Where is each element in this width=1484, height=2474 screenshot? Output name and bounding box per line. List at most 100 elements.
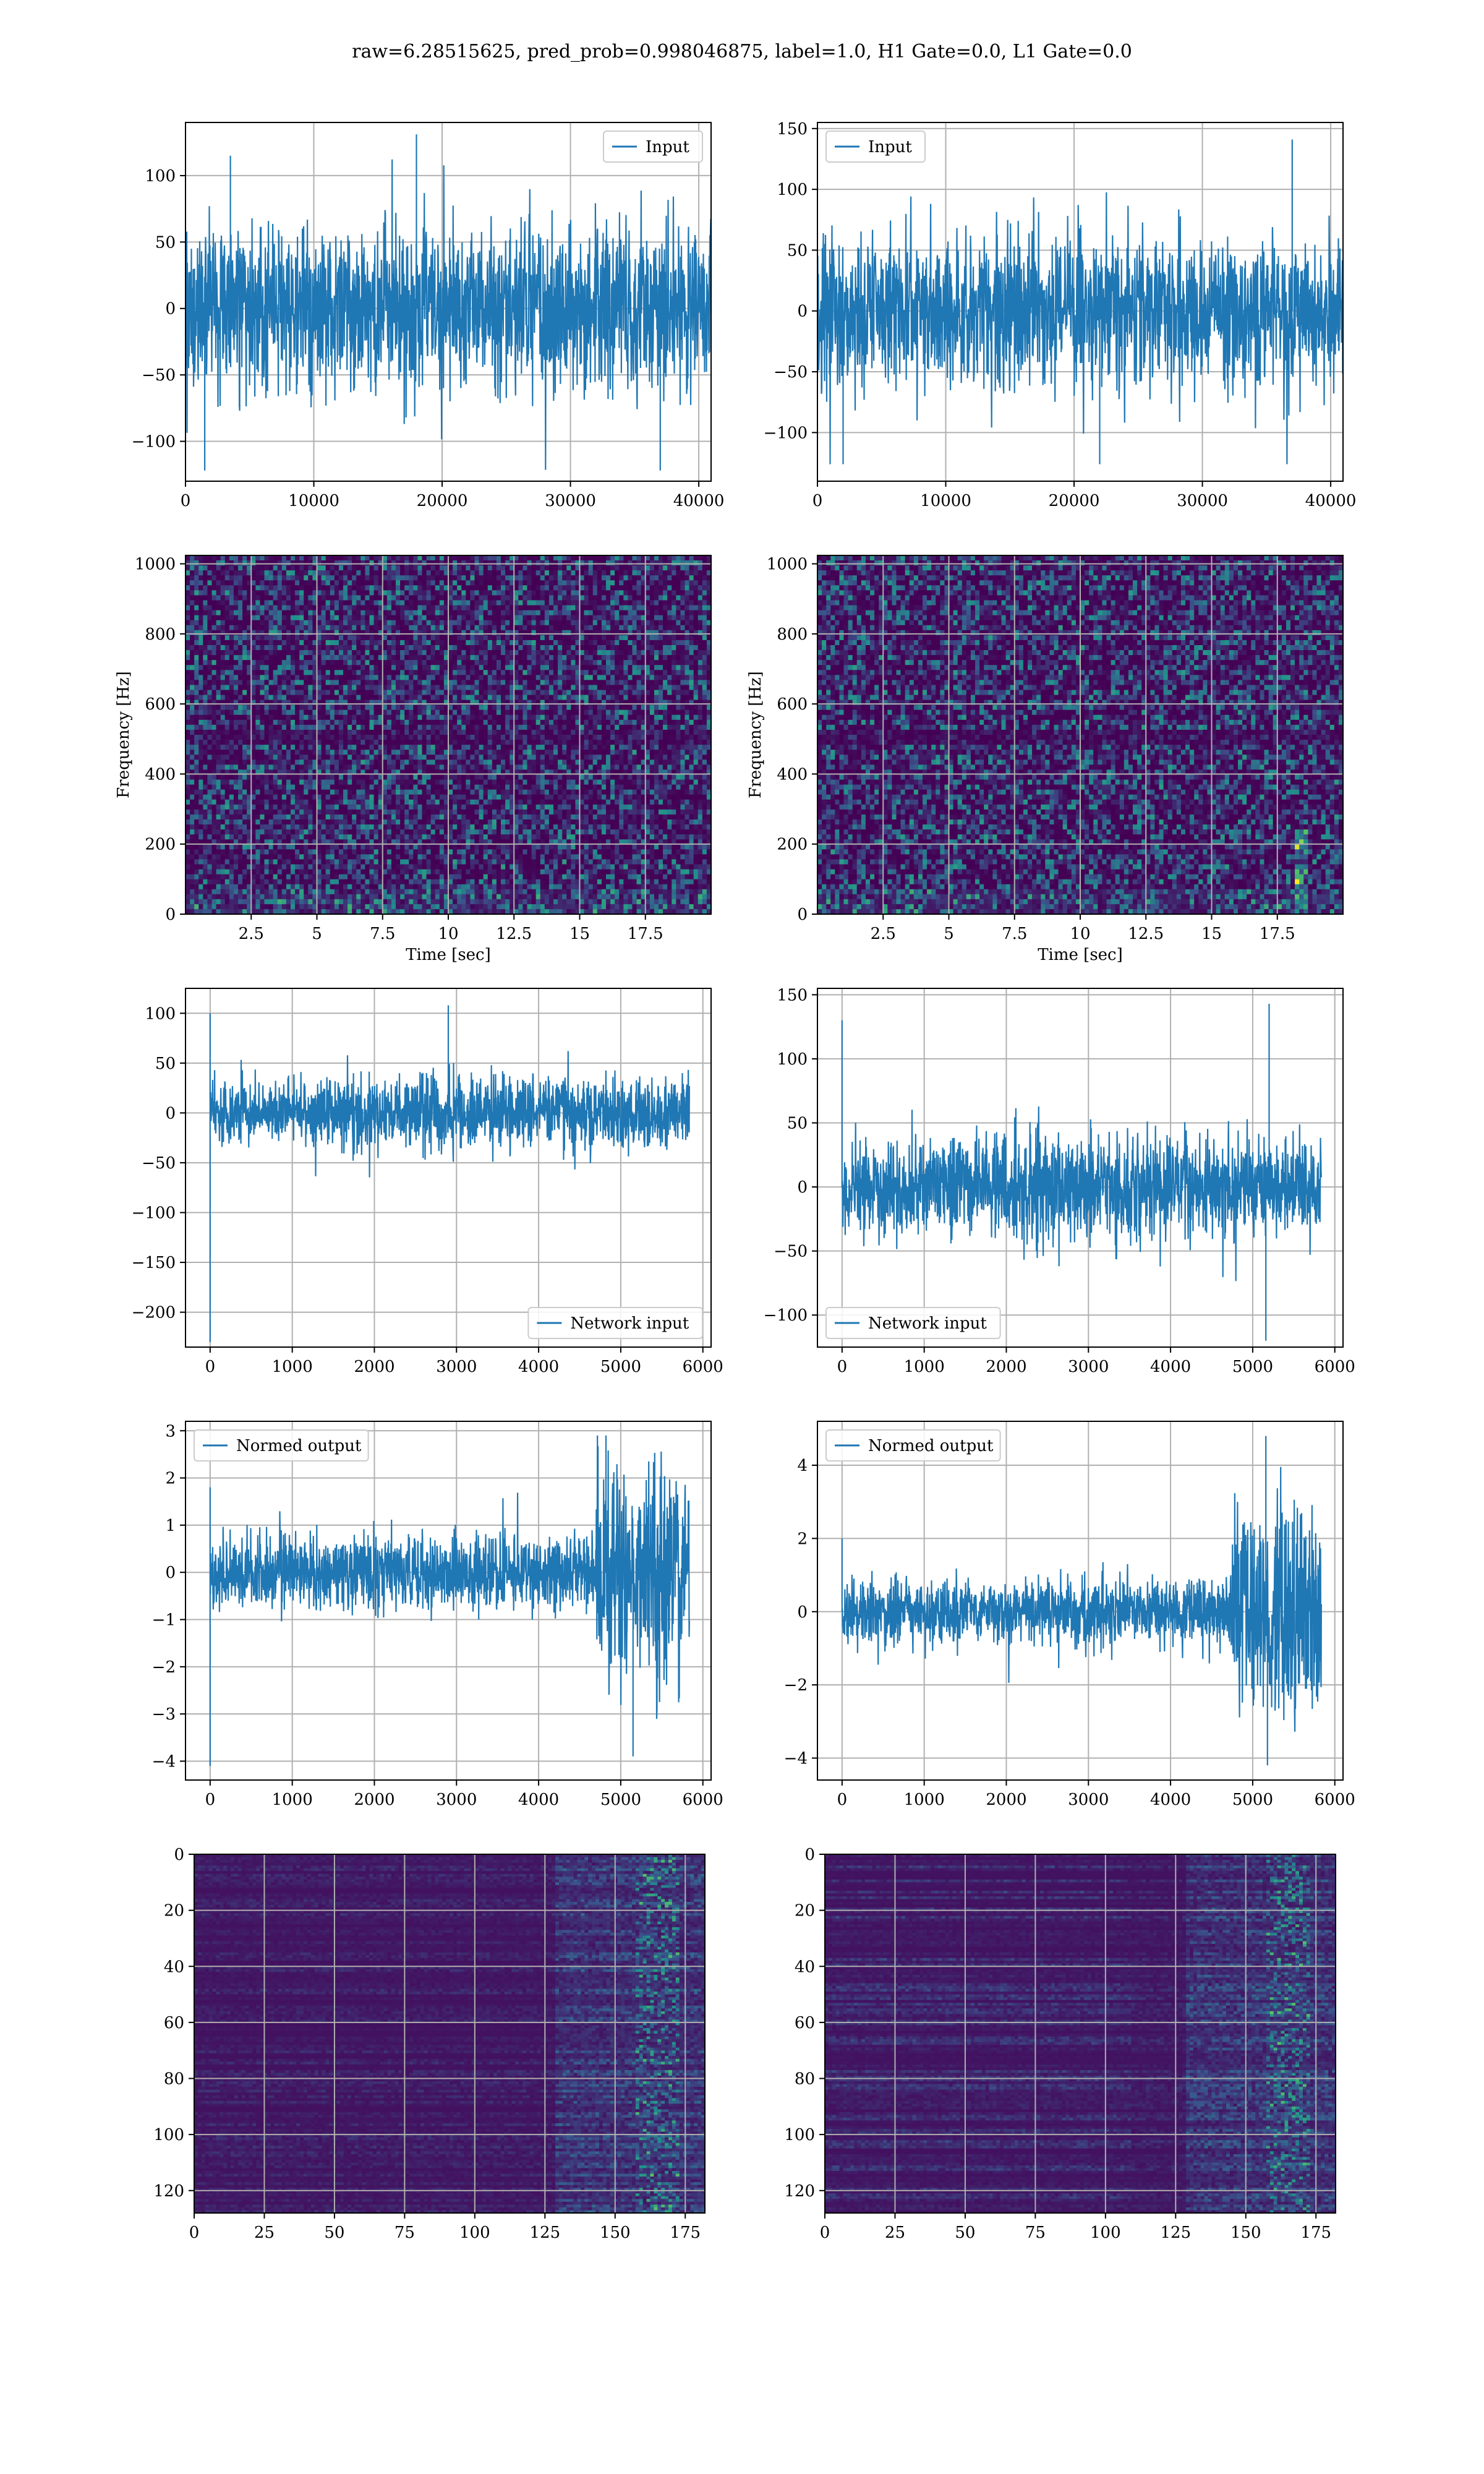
y-tick-label: −50	[774, 363, 808, 382]
x-tick-label: 2000	[986, 1791, 1026, 1809]
x-tick-label: 125	[529, 2224, 560, 2242]
legend: Network input	[826, 1308, 1000, 1338]
x-tick-label: 4000	[1150, 1791, 1191, 1809]
x-axis-label: Time [sec]	[406, 946, 491, 964]
x-tick-label: 2000	[354, 1358, 394, 1376]
x-tick-label: 6000	[1315, 1358, 1355, 1376]
x-tick-label: 25	[254, 2224, 275, 2242]
y-tick-label: 0	[174, 1846, 184, 1864]
y-tick-label: −150	[132, 1254, 176, 1272]
x-tick-label: 12.5	[1128, 925, 1164, 943]
x-tick-label: 2.5	[239, 925, 264, 943]
x-tick-label: 5000	[600, 1358, 641, 1376]
x-tick-label: 1000	[272, 1358, 313, 1376]
x-tick-label: 6000	[683, 1791, 723, 1809]
y-tick-label: 50	[155, 1055, 176, 1073]
y-tick-label: 100	[777, 1050, 808, 1069]
x-tick-label: 3000	[436, 1791, 477, 1809]
y-tick-label: 0	[165, 300, 176, 319]
y-tick-label: 100	[784, 2126, 815, 2144]
legend: Input	[603, 131, 702, 162]
x-tick-label: 6000	[683, 1358, 723, 1376]
y-tick-label: −50	[142, 1154, 176, 1173]
y-tick-label: −100	[764, 424, 808, 442]
x-tick-label: 5	[312, 925, 322, 943]
chart-r3r: 0 1000 2000 3000 4000 5000 6000−100−5005010015…	[764, 986, 1355, 1376]
x-tick-label: 0	[181, 492, 191, 510]
x-tick-label: 7.5	[1002, 925, 1027, 943]
x-tick-label: 40000	[673, 492, 725, 510]
y-tick-label: 80	[795, 2070, 815, 2089]
y-tick-label: 2	[797, 1530, 808, 1548]
y-tick-label: 1000	[135, 555, 176, 574]
y-tick-label: 2	[165, 1470, 176, 1488]
y-tick-label: 20	[164, 1902, 184, 1920]
y-tick-label: 600	[145, 695, 176, 714]
y-tick-label: −2	[152, 1658, 176, 1677]
y-tick-label: 400	[145, 765, 176, 784]
x-tick-label: 2000	[986, 1358, 1026, 1376]
x-tick-label: 125	[1160, 2224, 1191, 2242]
x-tick-label: 30000	[1177, 492, 1228, 510]
x-tick-label: 0	[812, 492, 823, 510]
y-tick-label: −200	[132, 1304, 176, 1322]
y-tick-label: 100	[145, 167, 176, 186]
chart-r2r: 2.5 5 7.5 10 12.5 15 17.502004006008001000Time…	[746, 555, 1344, 964]
legend: Network input	[528, 1308, 702, 1338]
x-tick-label: 5000	[600, 1791, 641, 1809]
legend: Normed output	[194, 1430, 369, 1461]
x-tick-label: 75	[394, 2224, 415, 2242]
x-tick-label: 3000	[1068, 1791, 1109, 1809]
x-tick-label: 75	[1025, 2224, 1046, 2242]
y-tick-label: −50	[142, 366, 176, 385]
y-tick-label: 800	[777, 625, 808, 644]
x-tick-label: 100	[1090, 2224, 1121, 2242]
y-tick-label: 0	[804, 1846, 815, 1864]
y-tick-label: 200	[777, 836, 808, 854]
y-tick-label: −3	[152, 1705, 176, 1724]
x-tick-label: 5000	[1232, 1358, 1273, 1376]
x-tick-label: 6000	[1315, 1791, 1355, 1809]
x-tick-label: 20000	[417, 492, 468, 510]
y-tick-label: 50	[787, 1115, 808, 1133]
y-tick-label: −50	[774, 1243, 808, 1261]
x-tick-label: 1000	[272, 1791, 313, 1809]
y-tick-label: 0	[165, 1104, 176, 1123]
y-tick-label: 1	[165, 1517, 176, 1535]
x-tick-label: 50	[324, 2224, 344, 2242]
x-tick-label: 175	[1300, 2224, 1331, 2242]
y-tick-label: 60	[795, 2014, 815, 2032]
y-tick-label: 40	[164, 1958, 184, 1976]
x-tick-label: 4000	[518, 1358, 559, 1376]
y-tick-label: 100	[153, 2126, 184, 2144]
y-tick-label: 120	[153, 2182, 184, 2201]
y-tick-label: 50	[787, 241, 808, 260]
legend: Normed output	[826, 1430, 1000, 1461]
y-tick-label: 4	[797, 1457, 808, 1475]
y-tick-label: 0	[797, 1178, 808, 1197]
x-tick-label: 15	[1201, 925, 1222, 943]
chart-r2l: 2.5 5 7.5 10 12.5 15 17.502004006008001000Time…	[114, 555, 712, 964]
legend-label: Network input	[570, 1314, 689, 1333]
y-tick-label: 800	[145, 625, 176, 644]
y-tick-label: −2	[784, 1676, 808, 1695]
x-tick-label: 10000	[920, 492, 971, 510]
x-tick-label: 3000	[436, 1358, 477, 1376]
y-tick-label: −4	[152, 1752, 176, 1771]
y-tick-label: −100	[764, 1306, 808, 1325]
x-tick-label: 10	[1070, 925, 1090, 943]
legend-label: Normed output	[236, 1437, 362, 1455]
heatmap-cells	[194, 1854, 706, 2214]
y-axis-label: Frequency [Hz]	[746, 671, 765, 798]
x-tick-label: 150	[600, 2224, 631, 2242]
y-tick-label: −100	[132, 1204, 176, 1223]
x-tick-label: 17.5	[628, 925, 663, 943]
y-tick-label: −4	[784, 1749, 808, 1768]
x-tick-label: 0	[205, 1791, 216, 1809]
x-tick-label: 10000	[288, 492, 339, 510]
x-tick-label: 10	[438, 925, 458, 943]
y-tick-label: 0	[797, 302, 808, 321]
y-tick-label: 0	[797, 905, 808, 924]
